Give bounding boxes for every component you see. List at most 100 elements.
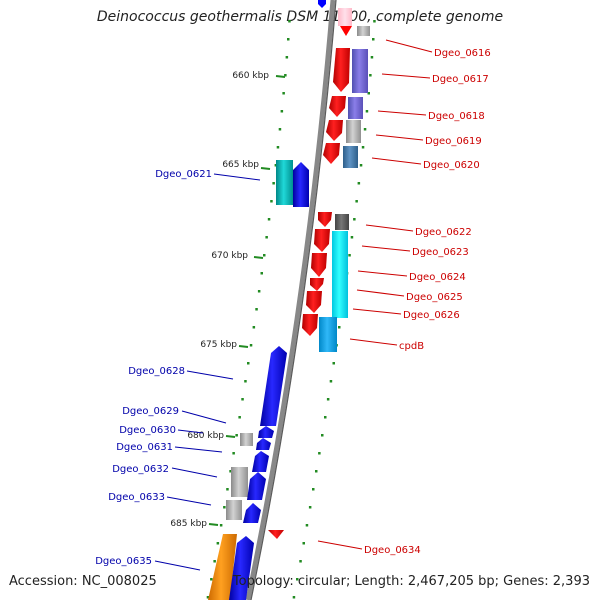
gene-label[interactable]: Dgeo_0631 (116, 442, 173, 453)
scale-dot (296, 578, 299, 581)
gene-label[interactable]: Dgeo_0632 (112, 464, 169, 475)
gene-block (348, 97, 363, 119)
scale-dot (213, 560, 216, 563)
gene-label[interactable]: Dgeo_0630 (119, 425, 176, 436)
scale-dot (276, 146, 280, 149)
gene-label[interactable]: Dgeo_0620 (423, 160, 480, 171)
gene-arrow-forward (310, 278, 324, 291)
gene-arrow-reverse (229, 536, 254, 600)
scale-dot (373, 20, 376, 23)
kbp-label: 665 kbp (222, 160, 259, 170)
scale-dot (324, 416, 327, 419)
scale-dot (338, 326, 341, 329)
genome-backbone-shadow (250, 0, 337, 600)
gene-label[interactable]: Dgeo_0633 (108, 492, 165, 503)
scale-dot (219, 524, 223, 527)
scale-dot (274, 164, 278, 167)
gene-label[interactable]: Dgeo_0625 (406, 292, 463, 303)
scale-dot (232, 452, 235, 455)
scale-dot (350, 236, 354, 239)
kbp-label: 685 kbp (170, 519, 207, 529)
scale-dot (361, 146, 365, 149)
scale-dot (265, 236, 268, 239)
gene-label[interactable]: Dgeo_0617 (432, 74, 489, 85)
scale-dot (285, 56, 289, 59)
scale-dots-left (206, 20, 291, 599)
gene-arrow-reverse (247, 472, 266, 500)
leader-lines-left (154, 173, 261, 571)
scale-dot (312, 488, 315, 491)
gene-arrow-reverse (293, 162, 309, 207)
gene-label[interactable]: Dgeo_0621 (155, 169, 212, 180)
gene-label[interactable]: Dgeo_0629 (122, 406, 179, 417)
scale-dot (302, 542, 305, 545)
scale-dot (363, 128, 367, 131)
scale-dot (359, 164, 363, 167)
gene-arrow-forward (318, 212, 332, 227)
gene-label[interactable]: cpdB (399, 341, 424, 352)
scale-dot (355, 200, 358, 203)
gene-label[interactable]: Dgeo_0626 (403, 310, 460, 321)
scale-dot (332, 362, 335, 365)
scale-dot (249, 344, 253, 347)
scale-dot (288, 20, 291, 23)
scale-dot (206, 596, 210, 599)
scale-dot (255, 308, 258, 311)
gene-block (226, 500, 242, 520)
scale-dot (223, 506, 226, 509)
accession-text: Accession: NC_008025 (9, 574, 157, 589)
scale-dot (278, 128, 282, 131)
scale-dot (308, 506, 312, 509)
scale-dot (292, 596, 296, 599)
scale-dot (287, 38, 290, 41)
gene-label[interactable]: Dgeo_0622 (415, 227, 472, 238)
scale-dot (315, 470, 318, 473)
scale-dot (369, 74, 372, 77)
scale-dot (326, 398, 330, 401)
gene-label[interactable]: Dgeo_0628 (128, 366, 185, 377)
scale-dot (226, 488, 229, 491)
gene-arrow-forward (314, 229, 330, 252)
gene-label[interactable]: Dgeo_0619 (425, 136, 482, 147)
gene-arrow-reverse (252, 451, 269, 472)
scale-dot (321, 434, 324, 437)
scale-dot (270, 200, 273, 203)
scale-dot (247, 362, 250, 365)
gene-arrow-forward (302, 314, 318, 336)
gene-arrow-forward (329, 96, 346, 117)
kbp-label: 670 kbp (211, 251, 248, 261)
scale-dot (318, 452, 321, 455)
scale-dot (216, 542, 220, 545)
gene-label[interactable]: Dgeo_0634 (364, 545, 421, 556)
gene-arrow (340, 26, 352, 36)
scale-dot (260, 272, 263, 275)
scale-dot (238, 416, 241, 419)
scale-dot (348, 254, 351, 257)
scale-dot (272, 182, 275, 185)
scale-dot (210, 578, 213, 581)
gene-label[interactable]: Dgeo_0624 (409, 272, 466, 283)
gene-block (276, 160, 293, 205)
gene-arrow-orange (208, 534, 237, 600)
topology-text: Topology: circular; Length: 2,467,205 bp… (232, 574, 590, 589)
gene-arrow-reverse (256, 438, 271, 450)
gene-block-cpdb (332, 231, 348, 318)
scale-dot (267, 218, 271, 221)
gene-arrow-forward (311, 253, 327, 277)
gene-label[interactable]: Dgeo_0616 (434, 48, 491, 59)
scale-dot (370, 56, 374, 59)
gene-block (352, 49, 368, 93)
scale-dot (257, 290, 261, 293)
gene-label[interactable]: Dgeo_0618 (428, 111, 485, 122)
scale-dot (280, 110, 284, 113)
scale-dot (365, 110, 369, 113)
gene-block (240, 433, 253, 446)
gene-block (357, 26, 370, 36)
kbp-label: 660 kbp (232, 71, 269, 81)
gene-label[interactable]: Dgeo_0635 (95, 556, 152, 567)
gene-block (343, 146, 358, 168)
gene-label[interactable]: Dgeo_0623 (412, 247, 469, 258)
genome-backbone (245, 0, 336, 600)
scale-dot (241, 398, 244, 401)
